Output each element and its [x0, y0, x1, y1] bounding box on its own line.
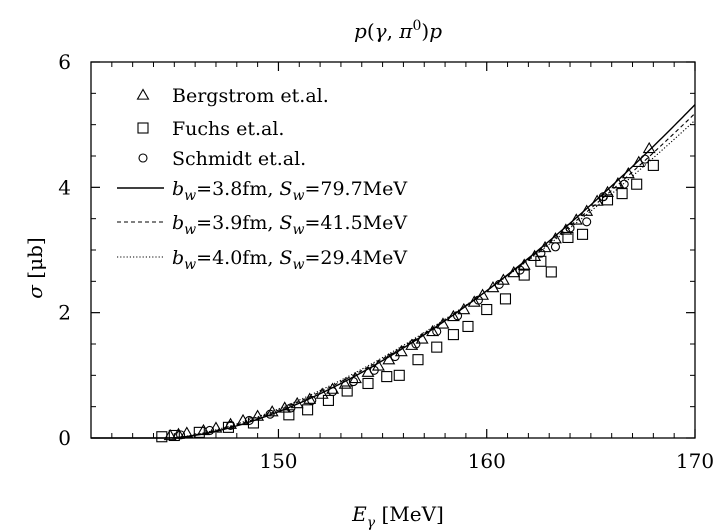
triangle-point — [394, 344, 408, 357]
triangle-point — [580, 204, 594, 216]
legend-entry-label: Schmidt et.al. — [172, 148, 306, 170]
circle-point — [176, 430, 186, 440]
triangle-point — [405, 338, 419, 350]
circle-point — [286, 403, 296, 413]
square-point — [499, 293, 512, 305]
square-point — [562, 231, 574, 244]
circle-point — [550, 242, 561, 252]
triangle-point — [642, 141, 656, 154]
curve-line — [91, 119, 696, 439]
square-point — [601, 194, 614, 206]
square-point — [616, 188, 628, 200]
x-tick-label: 150 — [259, 449, 297, 473]
square-point — [431, 341, 443, 353]
square-point — [462, 320, 474, 333]
x-tick-label: 170 — [676, 449, 714, 473]
square-point — [322, 394, 334, 406]
legend-marker-circle — [138, 153, 148, 163]
circle-point — [565, 223, 575, 233]
circle-point — [205, 425, 215, 436]
triangle-point — [559, 223, 573, 235]
square-point — [156, 431, 168, 443]
circle-point — [582, 217, 592, 227]
circle-point — [515, 265, 525, 275]
circle-point — [619, 179, 629, 189]
triangle-point — [436, 317, 450, 329]
square-point — [247, 417, 260, 429]
circle-point — [328, 387, 338, 397]
triangle-point — [446, 309, 460, 322]
square-point — [412, 354, 424, 366]
y-tick-label: 6 — [58, 50, 71, 74]
square-point — [545, 266, 557, 278]
circle-point — [432, 326, 442, 337]
square-point — [631, 178, 643, 190]
square-point — [193, 426, 205, 438]
circle-point — [265, 409, 275, 419]
circle-point — [411, 339, 421, 349]
square-point — [481, 303, 493, 316]
circle-point — [348, 377, 358, 387]
triangle-point — [251, 409, 265, 421]
x-tick-label: 160 — [468, 449, 506, 473]
legend-entry-label: bw=4.0fm, Sw=29.4MeV — [172, 247, 407, 273]
y-tick-label: 4 — [58, 175, 71, 199]
x-axis-label: Eγ [MeV] — [351, 502, 444, 531]
circle-point — [598, 192, 608, 202]
triangle-point — [209, 421, 223, 433]
square-point — [535, 255, 547, 267]
circle-point — [225, 420, 236, 431]
y-tick-label: 0 — [58, 426, 71, 450]
legend: Bergstrom et.al. Fuchs et.al. Schmidt et.a… — [117, 85, 407, 273]
circle-point — [390, 351, 400, 362]
triangle-point — [290, 396, 304, 409]
legend-entry-label: Bergstrom et.al. — [172, 85, 329, 107]
square-point — [381, 371, 393, 383]
triangle-point — [265, 405, 279, 417]
circle-point — [244, 415, 254, 426]
axis-ticks: 150 160 170 0 2 4 6 — [58, 50, 714, 473]
y-axis-label: σ [μb] — [23, 237, 47, 298]
triangle-point — [338, 377, 352, 389]
legend-marker-square — [137, 122, 149, 134]
triangle-point — [590, 194, 604, 206]
circle-point — [307, 395, 317, 405]
square-point — [168, 429, 180, 442]
triangle-point — [467, 295, 481, 307]
square-point — [362, 377, 374, 390]
triangle-point — [315, 387, 329, 399]
legend-entry-label: bw=3.8fm, Sw=79.7MeV — [172, 178, 407, 204]
circle-point — [453, 311, 463, 321]
square-point — [447, 329, 459, 341]
circle-point — [536, 248, 546, 258]
circle-point — [494, 279, 504, 290]
legend-marker-triangle — [136, 88, 150, 100]
circle-point — [640, 154, 650, 164]
triangle-point — [163, 428, 177, 441]
legend-entry-label: bw=3.9fm, Sw=41.5MeV — [172, 212, 407, 238]
data-points — [156, 141, 659, 443]
legend-entry-label: Fuchs et.al. — [172, 118, 284, 140]
square-point — [393, 369, 405, 381]
chart-title: p(γ, π0)p — [354, 18, 442, 43]
triangle-point — [569, 213, 583, 225]
square-point — [647, 159, 659, 171]
square-point — [302, 404, 314, 416]
circle-point — [369, 365, 379, 375]
triangle-point — [507, 265, 521, 278]
square-point — [341, 385, 353, 397]
square-point — [283, 409, 295, 421]
circle-point — [473, 295, 483, 305]
y-tick-label: 2 — [58, 301, 71, 325]
triangle-point — [303, 392, 317, 404]
square-point — [576, 228, 589, 240]
triangle-point — [426, 324, 440, 337]
triangle-point — [621, 166, 635, 179]
triangle-point — [457, 302, 471, 315]
triangle-point — [415, 332, 429, 344]
